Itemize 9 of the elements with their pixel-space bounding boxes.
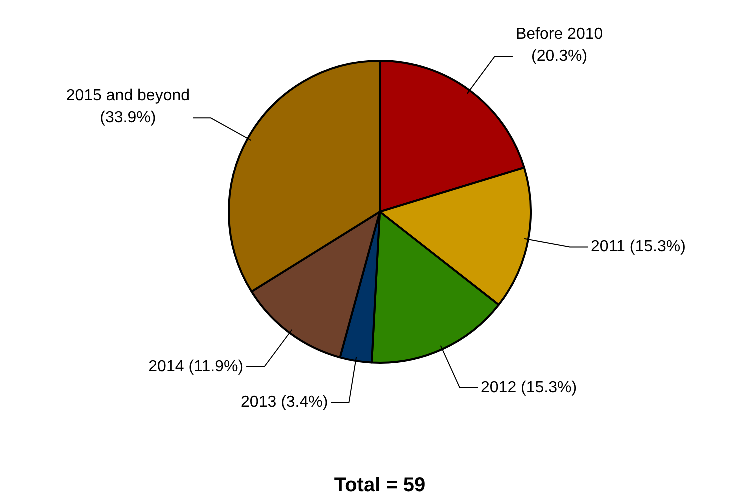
slice-label: 2015 and beyond: [66, 88, 190, 105]
slice-label: 2013 (3.4%): [241, 394, 328, 412]
text: Total = 59: [334, 474, 426, 497]
data-label: (20.3%): [532, 48, 588, 66]
slice-label: 2011 (15.3%): [591, 238, 686, 256]
slice-label: 2012 (15.3%): [481, 379, 578, 396]
slice-label: 2014 (11.9%): [148, 358, 244, 376]
slice-label: Before 2010: [516, 26, 604, 44]
data-label: (33.9%): [100, 110, 156, 127]
